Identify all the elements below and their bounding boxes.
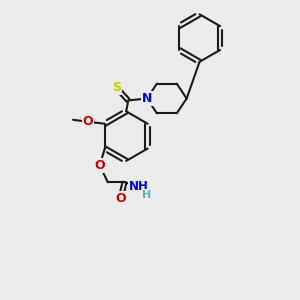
Text: NH: NH [128, 180, 148, 193]
Text: O: O [94, 159, 105, 172]
Text: O: O [82, 115, 93, 128]
Text: N: N [142, 92, 152, 105]
Text: O: O [115, 192, 126, 205]
Text: H: H [142, 190, 151, 200]
Text: S: S [112, 81, 121, 94]
